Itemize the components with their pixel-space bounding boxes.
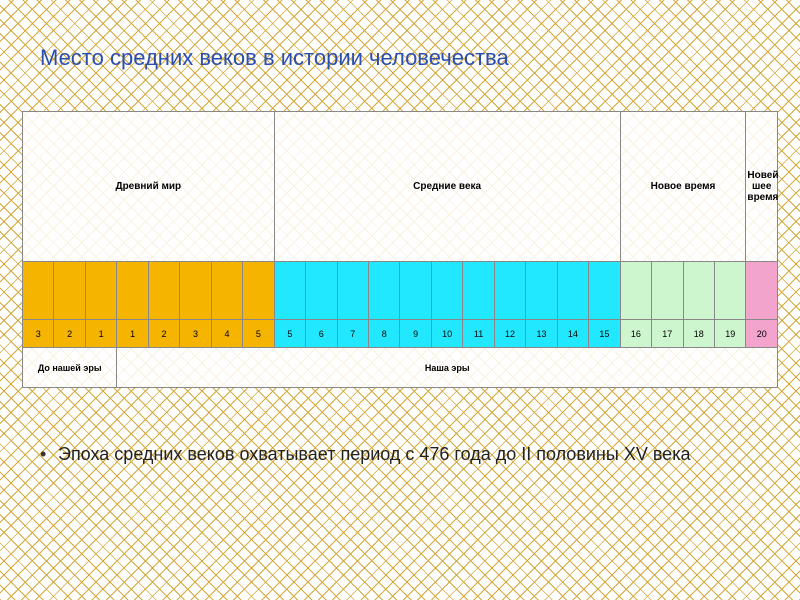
period-header-modern: Новое время [620, 112, 746, 262]
century-number: 6 [306, 320, 337, 348]
century-number: 17 [652, 320, 683, 348]
color-cell [746, 262, 778, 320]
color-cell [180, 262, 211, 320]
color-cell [463, 262, 494, 320]
timeline-table: Древний мирСредние векаНовое времяНовей … [22, 111, 778, 388]
century-number: 9 [400, 320, 431, 348]
color-cell [23, 262, 54, 320]
color-cell [431, 262, 462, 320]
century-number: 5 [274, 320, 305, 348]
century-number: 1 [85, 320, 116, 348]
century-number: 19 [714, 320, 745, 348]
period-header-ancient: Древний мир [23, 112, 275, 262]
color-cell [274, 262, 305, 320]
period-header-newest: Новей шее время [746, 112, 778, 262]
century-number: 7 [337, 320, 368, 348]
color-cell [714, 262, 745, 320]
color-cell [54, 262, 85, 320]
color-cell [557, 262, 588, 320]
color-cell [337, 262, 368, 320]
century-number: 18 [683, 320, 714, 348]
century-number: 1 [117, 320, 148, 348]
color-cell [400, 262, 431, 320]
century-number: 2 [54, 320, 85, 348]
century-number: 2 [148, 320, 179, 348]
color-cell [683, 262, 714, 320]
color-cell [652, 262, 683, 320]
century-number: 20 [746, 320, 778, 348]
color-cell [211, 262, 242, 320]
century-number: 16 [620, 320, 651, 348]
color-cell [243, 262, 274, 320]
century-number: 5 [243, 320, 274, 348]
color-cell [526, 262, 557, 320]
page-title: Место средних веков в истории человечест… [40, 45, 780, 71]
color-cell [368, 262, 399, 320]
color-cell [306, 262, 337, 320]
period-header-middle: Средние века [274, 112, 620, 262]
color-cell [148, 262, 179, 320]
era-bc: До нашей эры [23, 348, 117, 388]
color-cell [589, 262, 620, 320]
century-number: 12 [494, 320, 525, 348]
century-number: 8 [368, 320, 399, 348]
color-cell [117, 262, 148, 320]
caption-text: Эпоха средних веков охватывает период с … [40, 443, 750, 466]
century-number: 3 [23, 320, 54, 348]
century-number: 10 [431, 320, 462, 348]
century-number: 13 [526, 320, 557, 348]
color-cell [494, 262, 525, 320]
color-cell [620, 262, 651, 320]
color-cell [85, 262, 116, 320]
century-number: 4 [211, 320, 242, 348]
century-number: 15 [589, 320, 620, 348]
century-number: 14 [557, 320, 588, 348]
century-number: 11 [463, 320, 494, 348]
century-number: 3 [180, 320, 211, 348]
era-ad: Наша эры [117, 348, 778, 388]
